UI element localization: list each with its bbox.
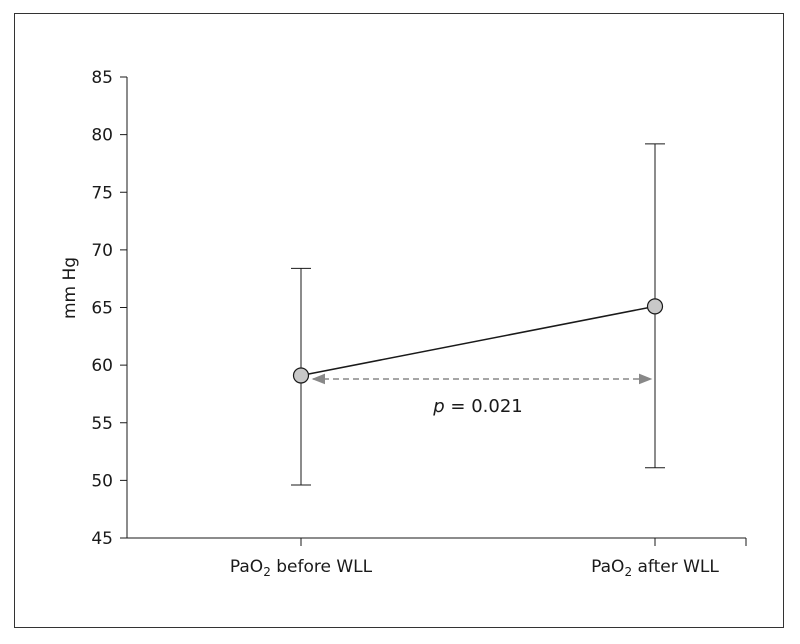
y-tick-label: 70 [91, 241, 113, 261]
series-line [292, 298, 664, 384]
y-axis-title: mm Hg [60, 257, 80, 319]
x-tick-label-rest: after WLL [632, 557, 719, 577]
p-value-text: = 0.021 [445, 396, 523, 417]
x-tick-label-subscript: 2 [624, 565, 632, 579]
y-tick-label: 50 [91, 471, 113, 491]
x-tick-label-subscript: 2 [263, 565, 271, 579]
p-symbol: p [432, 396, 444, 417]
y-tick-label: 45 [91, 529, 113, 549]
y-axis-label: mm Hg [60, 257, 80, 319]
x-tick-label-base: PaO [591, 557, 624, 577]
error-bars [291, 143, 665, 486]
mean-point [292, 367, 310, 384]
p-value-label: p = 0.021 [432, 396, 523, 417]
mean-point [646, 298, 664, 315]
y-tick-label: 80 [91, 126, 113, 146]
x-tick-label-base: PaO [230, 557, 263, 577]
y-tick-label: 55 [91, 414, 113, 434]
x-tick-label: PaO2 after WLL [591, 557, 719, 579]
y-tick-label: 85 [91, 68, 113, 88]
mean-connector-line [300, 305, 656, 377]
x-tick-label: PaO2 before WLL [230, 557, 373, 579]
chart-frame [14, 13, 784, 628]
y-tick-label: 60 [91, 356, 113, 376]
p-value-annotation: p = 0.021 [311, 373, 653, 417]
y-tick-label: 75 [91, 183, 113, 203]
x-tick-label-rest: before WLL [271, 557, 373, 577]
y-tick-label: 65 [91, 299, 113, 319]
